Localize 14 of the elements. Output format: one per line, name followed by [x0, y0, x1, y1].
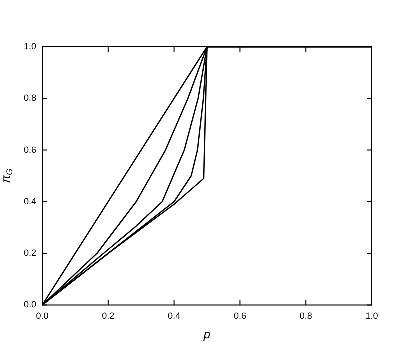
x-tick-label: 1.0 — [366, 311, 378, 322]
y-tick-label: 0.8 — [24, 93, 37, 104]
y-tick-label: 1.0 — [24, 41, 37, 52]
x-tick-label: 0.6 — [234, 311, 246, 322]
y-tick-label: 0.6 — [24, 144, 37, 155]
x-axis-title: p — [202, 328, 211, 342]
y-tick-label: 0.2 — [24, 248, 37, 258]
x-tick-label: 0.4 — [168, 311, 181, 322]
y-tick-label: 0.0 — [24, 300, 37, 310]
x-tick-label: 0.2 — [102, 311, 115, 322]
x-tick-label: 0.8 — [300, 311, 312, 322]
y-tick-label: 0.4 — [24, 196, 37, 206]
x-tick-label: 0.0 — [36, 311, 49, 322]
y-axis-title: πG — [0, 168, 14, 184]
